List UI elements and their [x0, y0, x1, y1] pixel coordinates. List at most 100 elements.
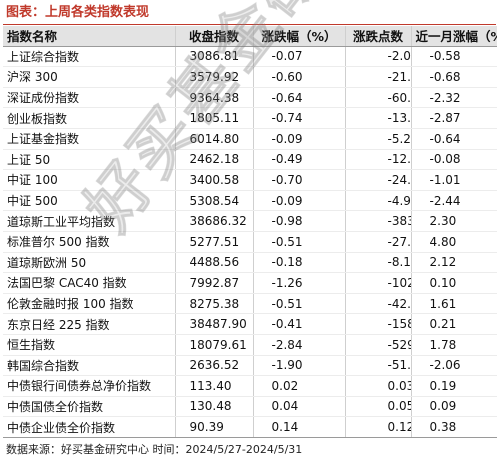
- cell-month-change: -2.87: [411, 107, 497, 129]
- cell-month-change: -0.58: [411, 46, 497, 68]
- header-close: 收盘指数: [175, 26, 254, 47]
- cell-change-points: -4.91: [345, 190, 412, 212]
- cell-index-name: 上证综合指数: [3, 46, 176, 68]
- cell-close: 2636.52: [175, 355, 254, 377]
- cell-index-name: 道琼斯工业平均指数: [3, 210, 176, 232]
- cell-change-points: -383.27: [345, 210, 412, 232]
- cell-month-change: -2.32: [411, 87, 497, 109]
- cell-month-change: 4.80: [411, 231, 497, 253]
- cell-index-name: 东京日经 225 指数: [3, 313, 176, 335]
- cell-close: 2462.18: [175, 149, 254, 171]
- cell-close: 8275.38: [175, 293, 254, 315]
- cell-change-points: -2.06: [345, 46, 412, 68]
- cell-change-points: 0.12: [345, 416, 412, 438]
- cell-index-name: 伦敦金融时报 100 指数: [3, 293, 176, 315]
- cell-change-pct: -0.51: [253, 293, 346, 315]
- cell-index-name: 深证成份指数: [3, 87, 176, 109]
- cell-change-points: -13.45: [345, 107, 412, 129]
- cell-change-points: -102.10: [345, 272, 412, 294]
- cell-change-pct: -0.41: [253, 313, 346, 335]
- header-month-change: 近一月涨幅（%）: [411, 26, 497, 47]
- cell-change-points: -8.10: [345, 252, 412, 274]
- cell-change-points: -24.05: [345, 169, 412, 191]
- cell-index-name: 法国巴黎 CAC40 指数: [3, 272, 176, 294]
- cell-change-pct: -1.26: [253, 272, 346, 294]
- cell-month-change: -0.68: [411, 66, 497, 88]
- cell-close: 1805.11: [175, 107, 254, 129]
- cell-change-pct: -0.60: [253, 66, 346, 88]
- cell-change-points: -12.24: [345, 149, 412, 171]
- cell-change-points: -21.55: [345, 66, 412, 88]
- cell-close: 4488.56: [175, 252, 254, 274]
- cell-close: 5277.51: [175, 231, 254, 253]
- cell-month-change: 0.10: [411, 272, 497, 294]
- cell-change-pct: -0.07: [253, 46, 346, 68]
- cell-month-change: 2.30: [411, 210, 497, 232]
- cell-index-name: 韩国综合指数: [3, 355, 176, 377]
- cell-change-pct: 0.02: [253, 375, 346, 397]
- cell-index-name: 创业板指数: [3, 107, 176, 129]
- cell-month-change: -2.44: [411, 190, 497, 212]
- cell-change-points: -5.24: [345, 128, 412, 150]
- cell-month-change: 0.09: [411, 396, 497, 418]
- data-source-note: 数据来源：好买基金研究中心 时间：2024/5/27-2024/5/31: [6, 443, 303, 456]
- cell-close: 7992.87: [175, 272, 254, 294]
- cell-index-name: 中证 500: [3, 190, 176, 212]
- cell-close: 9364.38: [175, 87, 254, 109]
- cell-month-change: 0.38: [411, 416, 497, 438]
- cell-change-pct: -2.84: [253, 334, 346, 356]
- cell-index-name: 上证 50: [3, 149, 176, 171]
- cell-change-points: -158.21: [345, 313, 412, 335]
- cell-close: 113.40: [175, 375, 254, 397]
- cell-close: 38686.32: [175, 210, 254, 232]
- cell-index-name: 道琼斯欧洲 50: [3, 252, 176, 274]
- cell-change-pct: 0.14: [253, 416, 346, 438]
- cell-index-name: 标准普尔 500 指数: [3, 231, 176, 253]
- cell-change-points: -60.20: [345, 87, 412, 109]
- cell-change-pct: -1.90: [253, 355, 346, 377]
- cell-change-pct: -0.64: [253, 87, 346, 109]
- cell-change-pct: -0.18: [253, 252, 346, 274]
- cell-change-pct: -0.74: [253, 107, 346, 129]
- cell-month-change: 2.12: [411, 252, 497, 274]
- cell-month-change: -2.06: [411, 355, 497, 377]
- cell-change-pct: -0.09: [253, 128, 346, 150]
- cell-month-change: 1.61: [411, 293, 497, 315]
- cell-index-name: 中债企业债全价指数: [3, 416, 176, 438]
- cell-close: 3400.58: [175, 169, 254, 191]
- cell-change-pct: -0.09: [253, 190, 346, 212]
- cell-month-change: 0.21: [411, 313, 497, 335]
- cell-index-name: 中证 100: [3, 169, 176, 191]
- header-change-pct: 涨跌幅（%）: [253, 26, 346, 47]
- cell-index-name: 中债国债全价指数: [3, 396, 176, 418]
- cell-close: 38487.90: [175, 313, 254, 335]
- cell-change-points: -51.08: [345, 355, 412, 377]
- cell-change-pct: 0.04: [253, 396, 346, 418]
- cell-close: 3579.92: [175, 66, 254, 88]
- cell-change-points: -42.21: [345, 293, 412, 315]
- cell-change-pct: -0.51: [253, 231, 346, 253]
- cell-index-name: 沪深 300: [3, 66, 176, 88]
- cell-month-change: -1.01: [411, 169, 497, 191]
- cell-close: 5308.54: [175, 190, 254, 212]
- header-index-name: 指数名称: [3, 26, 176, 47]
- cell-change-pct: -0.49: [253, 149, 346, 171]
- title-divider: [3, 24, 496, 25]
- chart-title: 图表：上周各类指数表现: [6, 5, 150, 20]
- cell-month-change: -0.64: [411, 128, 497, 150]
- cell-index-name: 恒生指数: [3, 334, 176, 356]
